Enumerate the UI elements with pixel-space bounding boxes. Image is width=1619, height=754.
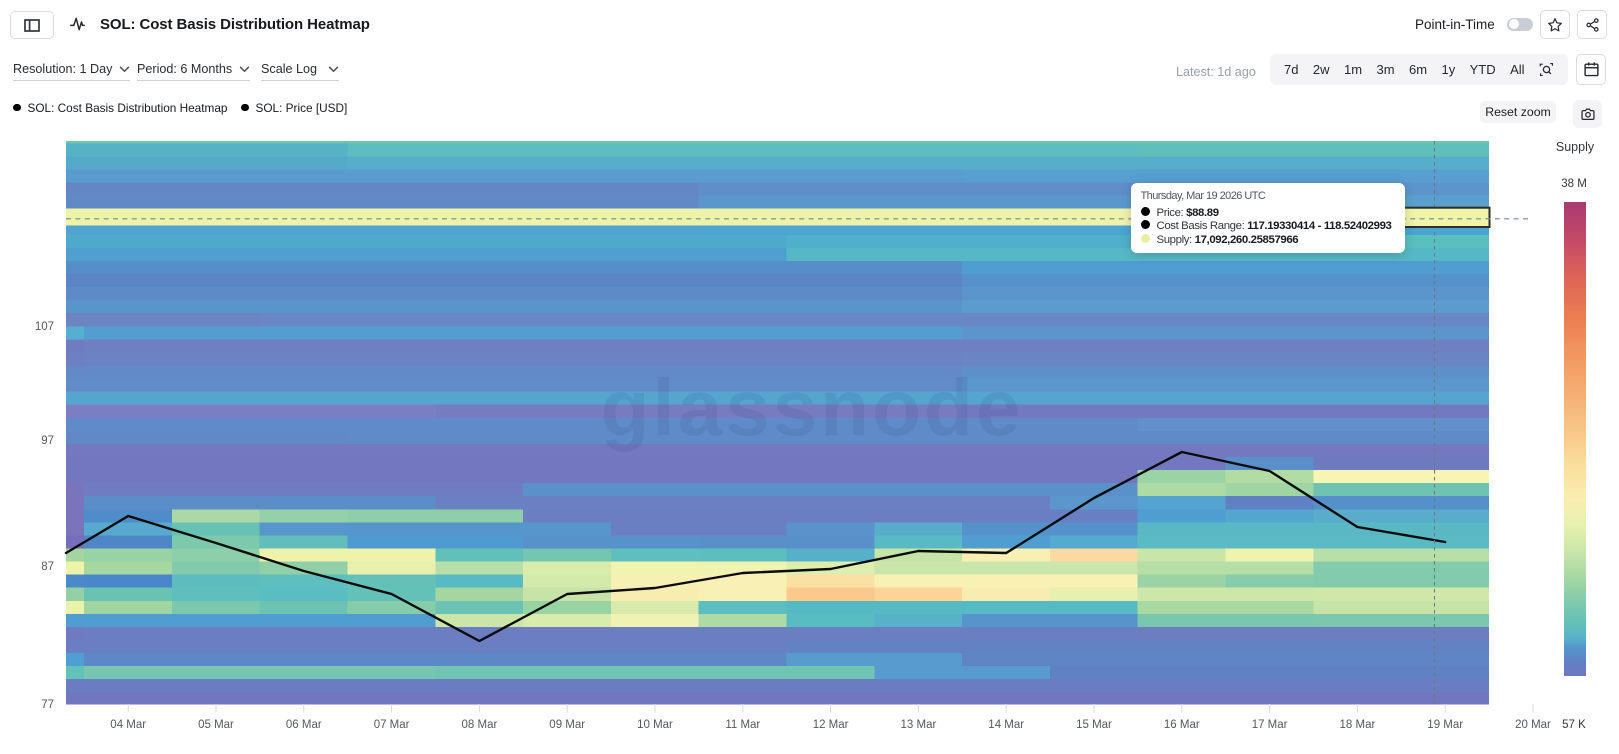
svg-text:20 Mar: 20 Mar [1515,719,1551,731]
svg-text:97: 97 [41,435,54,447]
svg-text:07 Mar: 07 Mar [374,719,410,731]
svg-text:14 Mar: 14 Mar [988,719,1024,731]
svg-text:87: 87 [41,561,54,573]
svg-text:glassnode: glassnode [601,363,1024,452]
svg-text:06 Mar: 06 Mar [286,719,322,731]
svg-text:15 Mar: 15 Mar [1076,719,1112,731]
svg-text:04 Mar: 04 Mar [110,719,146,731]
svg-text:05 Mar: 05 Mar [198,719,234,731]
svg-text:10 Mar: 10 Mar [637,719,673,731]
svg-text:107: 107 [35,321,54,333]
svg-text:13 Mar: 13 Mar [901,719,937,731]
svg-text:12 Mar: 12 Mar [813,719,849,731]
svg-text:17 Mar: 17 Mar [1252,719,1288,731]
svg-text:08 Mar: 08 Mar [462,719,498,731]
svg-text:11 Mar: 11 Mar [725,719,760,731]
svg-text:18 Mar: 18 Mar [1340,719,1376,731]
svg-text:57 K: 57 K [1562,719,1586,731]
svg-text:Supply: Supply [1556,140,1595,154]
svg-text:16 Mar: 16 Mar [1164,719,1200,731]
svg-text:09 Mar: 09 Mar [549,719,585,731]
svg-text:19 Mar: 19 Mar [1427,719,1463,731]
svg-text:77: 77 [41,699,54,711]
svg-text:38 M: 38 M [1561,178,1587,190]
